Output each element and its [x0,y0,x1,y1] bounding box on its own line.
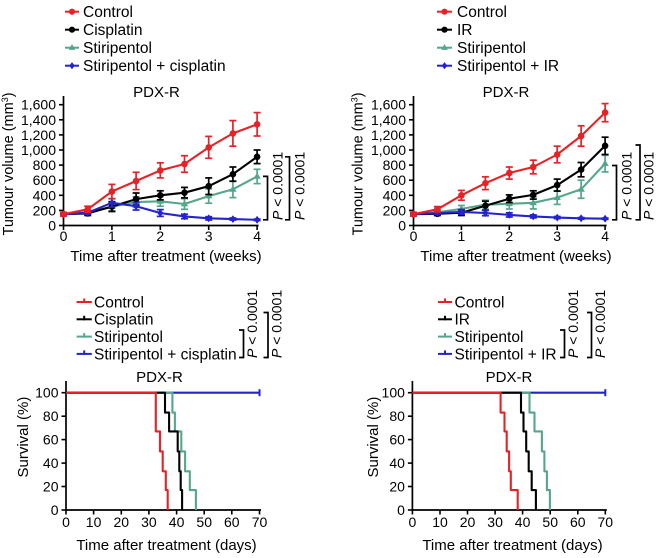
svg-text:10: 10 [432,514,448,530]
svg-text:Time after treatment (weeks): Time after treatment (weeks) [70,248,261,265]
svg-text:70: 70 [598,514,614,530]
svg-text:50: 50 [542,514,558,530]
svg-text:PDX-R: PDX-R [483,84,530,101]
svg-text:200: 200 [383,202,407,218]
svg-text:P < 0.0001: P < 0.0001 [269,290,285,358]
svg-text:400: 400 [33,187,57,203]
svg-text:30: 30 [141,514,157,530]
svg-text:Stiripentol: Stiripentol [457,40,526,57]
svg-text:2: 2 [156,228,164,244]
svg-text:100: 100 [382,385,406,401]
svg-text:Control: Control [83,4,133,21]
svg-text:2: 2 [505,228,513,244]
svg-text:P < 0.0001: P < 0.0001 [270,152,286,220]
svg-text:0: 0 [398,218,406,234]
svg-text:Stiripentol + IR: Stiripentol + IR [457,58,559,75]
svg-text:Stiripentol: Stiripentol [455,329,524,346]
svg-text:60: 60 [224,514,240,530]
svg-text:100: 100 [35,385,59,401]
svg-text:0: 0 [409,514,417,530]
svg-text:1,200: 1,200 [371,127,406,143]
svg-text:0: 0 [397,502,405,518]
svg-text:Cisplatin: Cisplatin [83,22,142,39]
svg-text:Survival (%): Survival (%) [15,397,32,478]
svg-text:600: 600 [383,172,407,188]
svg-text:1,600: 1,600 [21,97,56,113]
svg-text:30: 30 [487,514,503,530]
svg-text:70: 70 [252,514,268,530]
svg-text:1,000: 1,000 [21,142,56,158]
svg-text:PDX-R: PDX-R [486,369,533,386]
svg-text:Control: Control [94,294,144,311]
svg-text:4: 4 [253,228,261,244]
svg-text:Stiripentol: Stiripentol [83,40,152,57]
svg-text:IR: IR [455,312,471,329]
svg-text:Cisplatin: Cisplatin [94,312,153,329]
svg-text:40: 40 [43,455,59,471]
svg-text:Stiripentol + IR: Stiripentol + IR [455,346,557,363]
svg-text:60: 60 [570,514,586,530]
svg-text:P < 0.0001: P < 0.0001 [292,152,308,220]
svg-text:Survival (%): Survival (%) [365,397,382,478]
svg-text:Time after treatment (days): Time after treatment (days) [422,537,602,554]
svg-text:20: 20 [43,479,59,495]
svg-text:0: 0 [62,514,70,530]
svg-text:Tumour volume (mm3): Tumour volume (mm3) [0,92,17,235]
svg-text:0: 0 [51,502,59,518]
svg-text:40: 40 [389,455,405,471]
svg-text:20: 20 [389,479,405,495]
svg-text:1,600: 1,600 [371,97,406,113]
svg-text:80: 80 [389,408,405,424]
svg-text:Stiripentol: Stiripentol [94,329,163,346]
svg-text:0: 0 [60,228,68,244]
svg-text:1,400: 1,400 [371,112,406,128]
svg-text:20: 20 [114,514,130,530]
svg-text:Stiripentol + cisplatin: Stiripentol + cisplatin [83,58,226,75]
svg-text:IR: IR [457,22,473,39]
svg-text:0: 0 [48,218,56,234]
svg-text:P < 0.0001: P < 0.0001 [244,290,260,358]
svg-text:P < 0.0001: P < 0.0001 [641,152,657,220]
svg-text:40: 40 [169,514,185,530]
svg-text:3: 3 [553,228,561,244]
svg-text:Stiripentol + cisplatin: Stiripentol + cisplatin [94,346,237,363]
svg-text:4: 4 [601,228,609,244]
svg-text:600: 600 [33,172,57,188]
svg-text:Tumour volume (mm3): Tumour volume (mm3) [350,92,367,235]
svg-text:800: 800 [33,157,57,173]
svg-text:Control: Control [455,294,505,311]
svg-text:3: 3 [205,228,213,244]
svg-text:50: 50 [196,514,212,530]
svg-text:P < 0.0001: P < 0.0001 [565,290,581,358]
svg-text:PDX-R: PDX-R [136,369,183,386]
svg-text:60: 60 [389,432,405,448]
svg-text:800: 800 [383,157,407,173]
svg-text:P < 0.0001: P < 0.0001 [592,290,608,358]
svg-text:P < 0.0001: P < 0.0001 [619,152,635,220]
svg-text:1,400: 1,400 [21,112,56,128]
svg-text:400: 400 [383,187,407,203]
svg-text:60: 60 [43,432,59,448]
svg-text:10: 10 [86,514,102,530]
svg-text:1: 1 [108,228,116,244]
svg-text:80: 80 [43,408,59,424]
svg-text:PDX-R: PDX-R [133,84,180,101]
svg-text:1,200: 1,200 [21,127,56,143]
svg-text:1: 1 [458,228,466,244]
svg-text:Time after treatment (weeks): Time after treatment (weeks) [420,248,611,265]
svg-text:1,000: 1,000 [371,142,406,158]
svg-text:Time after treatment (days): Time after treatment (days) [76,537,256,554]
svg-text:200: 200 [33,202,57,218]
svg-text:Control: Control [457,4,507,21]
svg-text:0: 0 [410,228,418,244]
svg-text:20: 20 [460,514,476,530]
svg-text:40: 40 [515,514,531,530]
